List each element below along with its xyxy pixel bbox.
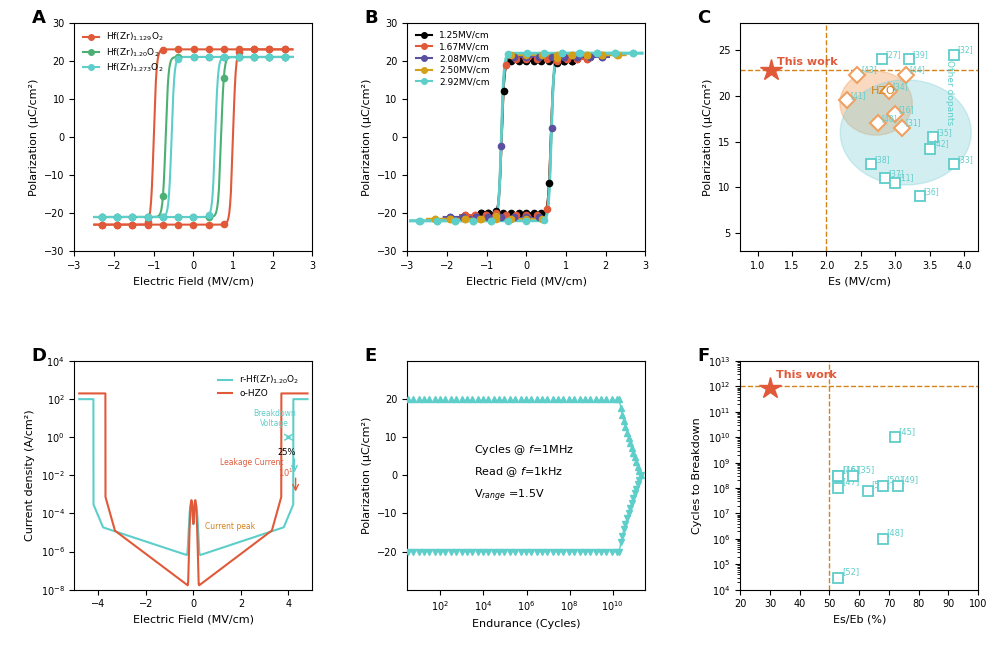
Text: [44]: [44] [910, 65, 924, 75]
Text: [52]: [52] [842, 567, 859, 576]
Text: [33]: [33] [957, 155, 973, 164]
Text: 25%: 25% [278, 448, 296, 457]
Text: Other dopants: Other dopants [944, 60, 953, 125]
Text: [32]: [32] [957, 45, 973, 54]
Legend: r-Hf(Zr)$_{1.20}$O$_2$, o-HZO: r-Hf(Zr)$_{1.20}$O$_2$, o-HZO [214, 370, 303, 402]
X-axis label: Endurance (Cycles): Endurance (Cycles) [472, 619, 581, 629]
Ellipse shape [840, 71, 913, 135]
Text: Cycles @ $f$=1MHz: Cycles @ $f$=1MHz [474, 443, 574, 456]
Text: This work: This work [776, 369, 836, 380]
Text: C: C [697, 9, 711, 27]
X-axis label: Electric Field (MV/cm): Electric Field (MV/cm) [133, 277, 254, 286]
Text: Read @ $f$=1kHz: Read @ $f$=1kHz [474, 465, 563, 480]
Text: A: A [32, 9, 46, 27]
X-axis label: Es/Eb (%): Es/Eb (%) [832, 615, 886, 625]
Text: [42]: [42] [933, 139, 949, 148]
Text: [41]: [41] [851, 91, 866, 100]
Text: V$_{range}$ =1.5V: V$_{range}$ =1.5V [474, 488, 545, 504]
Text: [38]: [38] [875, 155, 891, 164]
Text: [49]: [49] [902, 476, 919, 485]
Text: [43]: [43] [861, 65, 877, 75]
Text: [16]: [16] [899, 105, 915, 114]
X-axis label: Electric Field (MV/cm): Electric Field (MV/cm) [133, 615, 254, 625]
Text: [46]: [46] [842, 465, 859, 474]
Y-axis label: Polarization (μC/cm²): Polarization (μC/cm²) [361, 78, 371, 196]
Text: [40]: [40] [882, 114, 898, 123]
Text: Leakage Current: Leakage Current [219, 457, 283, 467]
Text: Current peak: Current peak [206, 522, 255, 531]
Text: [31]: [31] [906, 119, 922, 128]
Text: HZO: HZO [871, 86, 896, 96]
Ellipse shape [840, 80, 971, 185]
Text: [11]: [11] [899, 174, 915, 183]
Y-axis label: Cycles to Breakdown: Cycles to Breakdown [692, 417, 702, 534]
X-axis label: Es (MV/cm): Es (MV/cm) [828, 277, 891, 286]
Text: [35]: [35] [936, 128, 952, 137]
Text: [47]: [47] [842, 478, 859, 487]
Text: [37]: [37] [889, 169, 905, 178]
Text: [39]: [39] [913, 50, 928, 59]
Text: This work: This work [777, 57, 837, 67]
Y-axis label: Current density (A/cm²): Current density (A/cm²) [25, 410, 35, 541]
Text: [27]: [27] [885, 50, 901, 59]
Text: [35]: [35] [857, 465, 874, 474]
Legend: Hf(Zr)$_{1.129}$O$_2$, Hf(Zr)$_{1.20}$O$_2$, Hf(Zr)$_{1.273}$O$_2$: Hf(Zr)$_{1.129}$O$_2$, Hf(Zr)$_{1.20}$O$… [79, 27, 168, 77]
Text: 10$^1$: 10$^1$ [278, 467, 294, 480]
Text: [45]: [45] [899, 427, 916, 435]
Y-axis label: Polarization (μC/cm²): Polarization (μC/cm²) [361, 417, 371, 534]
X-axis label: Electric Field (MV/cm): Electric Field (MV/cm) [466, 277, 587, 286]
Text: E: E [364, 347, 376, 365]
Text: [51]: [51] [872, 480, 889, 489]
Text: Breakdown
Voltage: Breakdown Voltage [253, 409, 296, 428]
Text: F: F [697, 347, 710, 365]
Text: [36]: [36] [922, 187, 938, 196]
Text: [48]: [48] [887, 528, 904, 537]
Text: [16]: [16] [842, 465, 859, 474]
Text: [50]: [50] [887, 476, 904, 485]
Legend: 1.25MV/cm, 1.67MV/cm, 2.08MV/cm, 2.50MV/cm, 2.92MV/cm: 1.25MV/cm, 1.67MV/cm, 2.08MV/cm, 2.50MV/… [412, 27, 494, 90]
Text: D: D [32, 347, 47, 365]
Text: B: B [364, 9, 378, 27]
Y-axis label: Polarization (μC/cm²): Polarization (μC/cm²) [702, 78, 713, 196]
Text: [34]: [34] [892, 82, 908, 91]
Y-axis label: Polarization (μC/cm²): Polarization (μC/cm²) [29, 78, 39, 196]
